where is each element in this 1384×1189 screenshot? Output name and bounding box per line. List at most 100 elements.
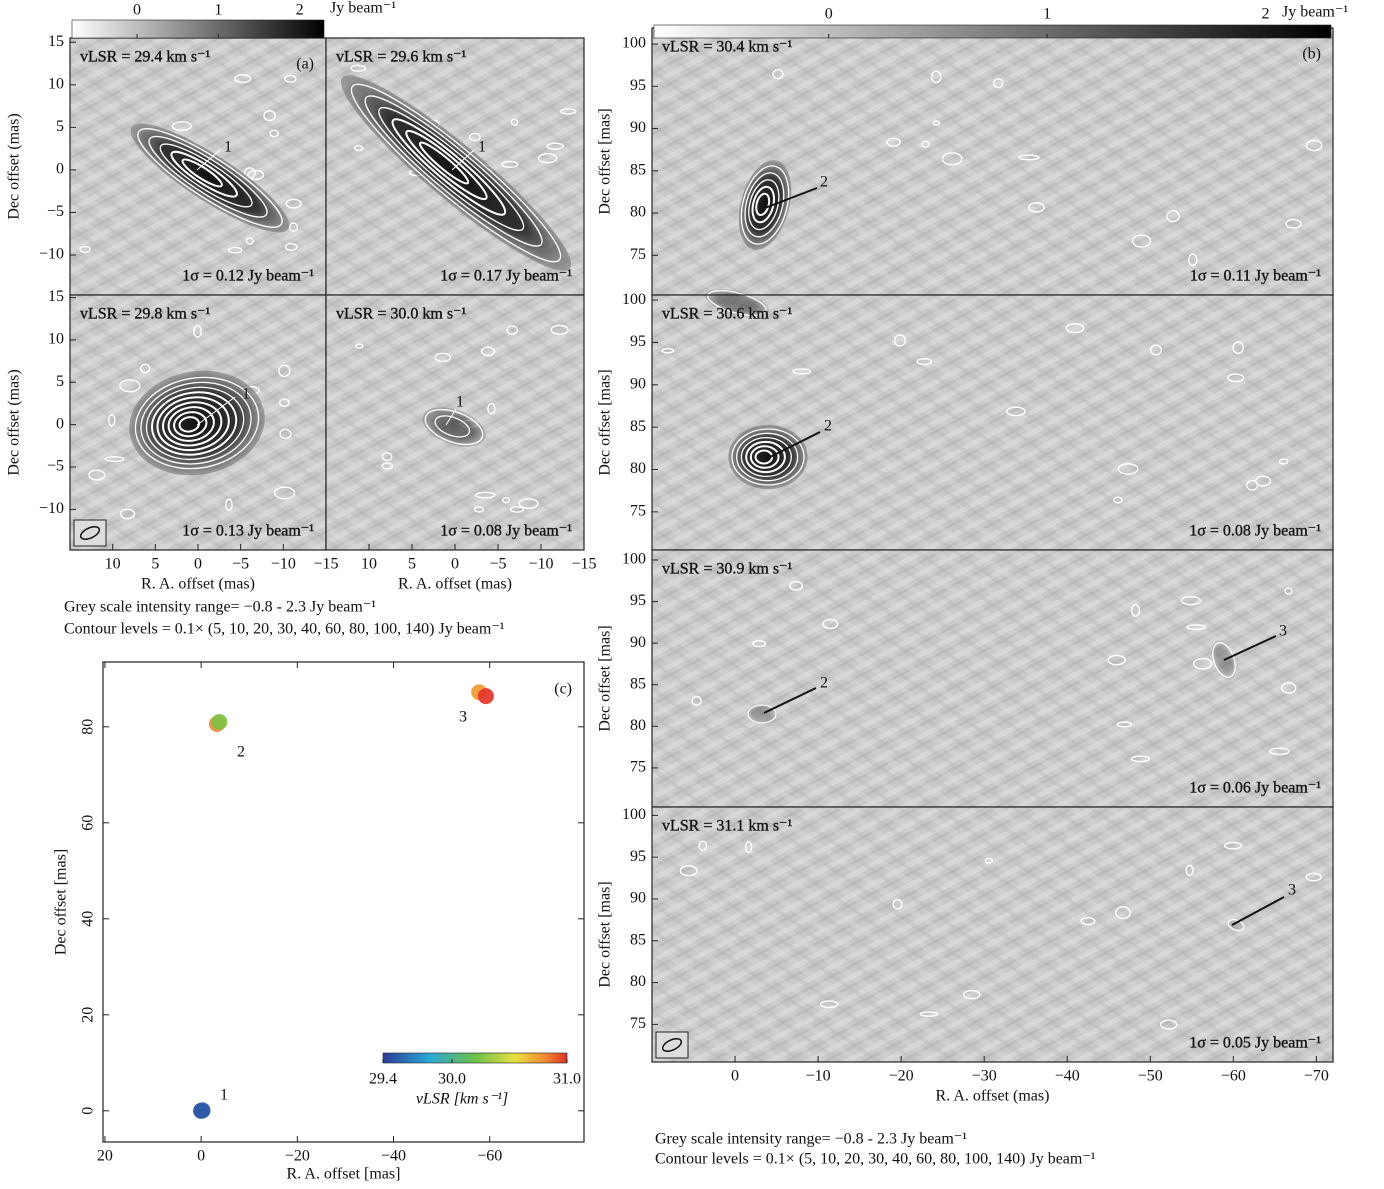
x-tick-label: 10 <box>361 556 377 573</box>
feature-label: 3 <box>1279 623 1287 640</box>
noise-contour <box>792 368 812 375</box>
feature-pointer <box>451 149 475 171</box>
noise-contour <box>984 857 994 864</box>
x-tick-label: −5 <box>232 556 249 573</box>
colorbar-label: Jy beam⁻¹ <box>330 0 396 17</box>
y-tick-label: 80 <box>630 973 646 990</box>
contour <box>391 118 507 216</box>
x-tick-label: −40 <box>1055 1068 1080 1085</box>
y-tick-label: 95 <box>630 848 646 865</box>
y-tick-label: 0 <box>56 415 64 432</box>
noise-contour <box>1028 202 1045 213</box>
plot-frame <box>102 661 585 1143</box>
noise-contour <box>353 145 364 152</box>
x-tick-label: 0 <box>194 556 202 573</box>
feature-label: 1 <box>242 386 250 403</box>
noise-contour <box>1269 747 1290 756</box>
noise-contour <box>916 357 933 366</box>
noise-contour <box>661 347 675 354</box>
feature-label: 1 <box>220 1087 228 1104</box>
colorbar-label: Jy beam⁻¹ <box>1282 4 1348 21</box>
noise-contour <box>473 506 484 513</box>
noise-contour <box>1285 218 1302 229</box>
noise-contour <box>284 242 298 251</box>
noise-contour <box>381 452 393 462</box>
noise-contour <box>273 486 296 500</box>
noise-contour <box>245 237 254 245</box>
contour <box>748 179 780 231</box>
noise-contour <box>546 142 564 150</box>
velocity-label: vLSR = 29.4 km s⁻¹ <box>80 49 210 66</box>
contour <box>167 406 215 442</box>
colorbar-tick-label: 29.4 <box>369 1071 397 1088</box>
x-axis-label: R. A. offset [mas] <box>287 1166 401 1183</box>
emission <box>130 123 290 233</box>
contour <box>378 106 525 232</box>
y-tick-label: 100 <box>622 35 646 52</box>
noise-contour <box>480 346 496 357</box>
noise-contour <box>1305 872 1322 882</box>
noise-label: 1σ = 0.08 Jy beam⁻¹ <box>1189 523 1321 540</box>
noise-label: 1σ = 0.12 Jy beam⁻¹ <box>182 268 314 285</box>
noise-contour <box>941 152 963 166</box>
feature-pointer <box>196 396 236 426</box>
map-layer <box>738 68 1323 267</box>
emission <box>738 160 792 250</box>
emission <box>340 75 572 271</box>
velocity-label: vLSR = 29.8 km s⁻¹ <box>80 306 210 323</box>
feature-label: 3 <box>1288 882 1296 899</box>
noise-contour <box>1246 479 1259 491</box>
contour <box>162 401 223 447</box>
colorbar-tick-label: 31.0 <box>553 1071 581 1088</box>
x-tick-label: −10 <box>528 556 553 573</box>
noise-contour <box>1080 916 1096 926</box>
noise-contour <box>501 160 519 169</box>
emission <box>728 424 808 490</box>
y-tick-label: 15 <box>48 33 64 50</box>
contour <box>364 95 543 247</box>
noise-contour <box>171 121 193 132</box>
contour <box>178 416 201 433</box>
contour <box>736 432 799 482</box>
x-tick-label: 10 <box>105 556 121 573</box>
x-tick-label: −5 <box>489 556 506 573</box>
contour <box>159 143 253 208</box>
noise-contour <box>1284 587 1293 595</box>
feature-pointer <box>763 687 817 714</box>
noise-contour <box>119 508 136 520</box>
noise-contour <box>962 989 981 1000</box>
velocity-label: vLSR = 31.1 km s⁻¹ <box>662 818 792 835</box>
note: Contour levels = 0.1× (5, 10, 20, 30, 40… <box>655 1151 1096 1168</box>
noise-contour <box>1280 682 1297 694</box>
noise-contour <box>1159 1019 1178 1030</box>
panel-frame <box>651 806 1334 1063</box>
noise-contour <box>475 491 496 499</box>
y-tick-label: 75 <box>630 246 646 263</box>
velocity-label: vLSR = 30.0 km s⁻¹ <box>336 306 466 323</box>
colorbar <box>382 1052 568 1064</box>
map-layer <box>661 288 1289 504</box>
noise-label: 1σ = 0.11 Jy beam⁻¹ <box>1190 268 1321 285</box>
noise-contour <box>279 398 290 407</box>
feature-label: 1 <box>456 394 464 411</box>
noise-contour <box>1192 657 1213 670</box>
noise-contour <box>269 129 279 138</box>
panel-texture <box>652 550 1333 807</box>
x-tick-label: −15 <box>571 556 596 573</box>
y-axis-label: Dec offset [mas] <box>597 369 614 475</box>
noise-contour <box>1232 341 1245 354</box>
contour <box>137 128 283 228</box>
noise-contour <box>921 140 930 148</box>
colorbar-tick-label: 2 <box>1261 6 1269 23</box>
contour <box>145 386 245 460</box>
noise-contour <box>1227 373 1245 383</box>
contour <box>740 436 792 478</box>
y-axis-label: Dec offset [mas] <box>53 849 70 955</box>
y-axis-label: Dec offset [mas] <box>597 625 614 731</box>
x-tick-label: 20 <box>97 1148 113 1165</box>
noise-contour <box>1131 234 1152 248</box>
maser-spot <box>194 1102 211 1119</box>
noise-contour <box>434 352 452 363</box>
colorbar-tick-label: 30.0 <box>438 1071 466 1088</box>
y-axis-label: Dec offset (mas) <box>6 113 23 219</box>
